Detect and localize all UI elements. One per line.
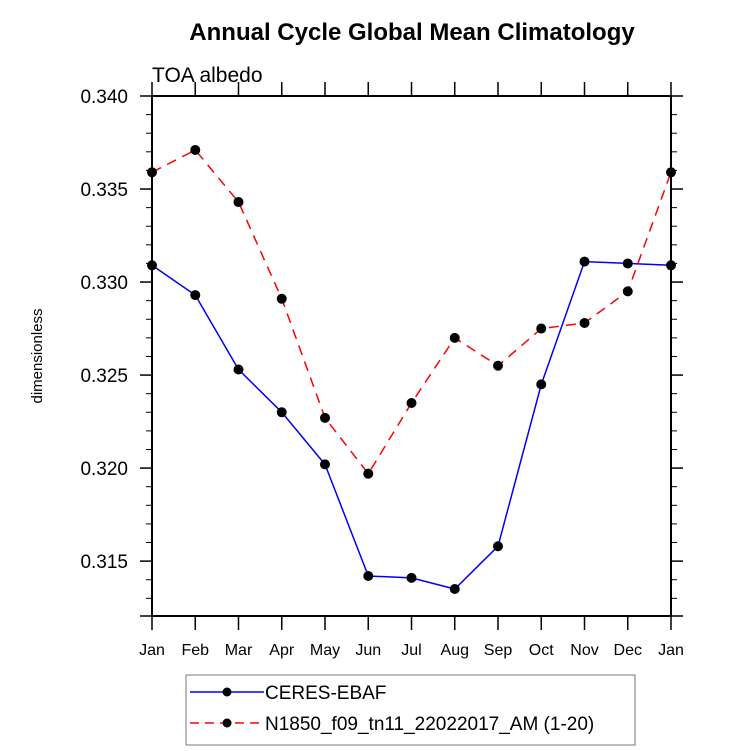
legend: CERES-EBAF N1850_f09_tn11_22022017_AM (1…: [185, 674, 636, 746]
y-axis-label: dimensionless: [29, 308, 46, 403]
x-tick-label: Nov: [570, 642, 598, 659]
data-point-model: [190, 144, 201, 155]
x-tick-label: Jan: [139, 642, 165, 659]
legend-label-ceres: CERES-EBAF: [265, 683, 386, 704]
data-point-ceres-ebaf: [363, 571, 374, 581]
x-tick-label: Feb: [181, 642, 209, 659]
series-lines: [151, 149, 672, 590]
data-point-model: [233, 197, 244, 208]
axis-ticks: [140, 82, 683, 630]
y-tick-label: 0.330: [80, 273, 128, 294]
series-line-ceres-ebaf: [151, 260, 672, 590]
data-point-ceres-ebaf: [536, 379, 547, 390]
data-point-ceres-ebaf: [190, 290, 201, 301]
legend-marker-ceres: [222, 687, 232, 697]
x-tick-label: Jun: [355, 642, 381, 659]
x-tick-label: Mar: [225, 642, 253, 659]
chart-title: Annual Cycle Global Mean Climatology: [189, 19, 635, 46]
data-point-ceres-ebaf: [493, 541, 503, 552]
y-tick-label: 0.315: [80, 552, 128, 573]
data-point-model: [320, 412, 330, 423]
x-tick-label: Oct: [529, 642, 554, 659]
plot-frame: [151, 95, 672, 617]
x-tick-label: Sep: [484, 642, 513, 659]
data-point-model: [493, 360, 503, 371]
y-tick-labels: 0.315 0.320 0.325 0.330 0.335 0.340: [80, 87, 128, 573]
x-tick-label: Jan: [658, 642, 684, 659]
legend-label-model: N1850_f09_tn11_22022017_AM (1-20): [265, 714, 594, 735]
x-tick-label: May: [310, 642, 340, 659]
x-tick-label: Aug: [441, 642, 469, 659]
data-point-ceres-ebaf: [622, 258, 633, 269]
series-markers: [147, 144, 676, 595]
x-tick-label: Dec: [614, 642, 642, 659]
data-point-model: [536, 323, 547, 334]
data-point-ceres-ebaf: [406, 572, 417, 583]
x-tick-label: Jul: [401, 642, 421, 659]
x-tick-labels: Jan Feb Mar Apr May Jun Jul Aug Sep Oct Nov Dec Jan: [139, 642, 684, 659]
y-tick-label: 0.320: [80, 459, 128, 480]
y-tick-label: 0.340: [80, 87, 128, 108]
x-tick-label: Apr: [269, 642, 295, 659]
data-point-ceres-ebaf: [276, 407, 287, 418]
data-point-model: [449, 332, 460, 343]
data-point-model: [406, 397, 417, 408]
y-tick-label: 0.335: [80, 180, 128, 201]
data-point-ceres-ebaf: [233, 364, 244, 375]
data-point-model: [622, 286, 633, 297]
chart-subtitle: TOA albedo: [152, 64, 263, 87]
data-point-model: [276, 293, 287, 304]
data-point-ceres-ebaf: [579, 256, 590, 267]
legend-box: [185, 674, 636, 746]
series-line-model: [151, 149, 672, 476]
data-point-model: [579, 317, 590, 328]
y-tick-label: 0.325: [80, 366, 128, 387]
data-point-ceres-ebaf: [320, 459, 330, 470]
data-point-model: [363, 468, 374, 479]
data-point-ceres-ebaf: [449, 584, 460, 595]
legend-marker-model: [222, 718, 232, 728]
